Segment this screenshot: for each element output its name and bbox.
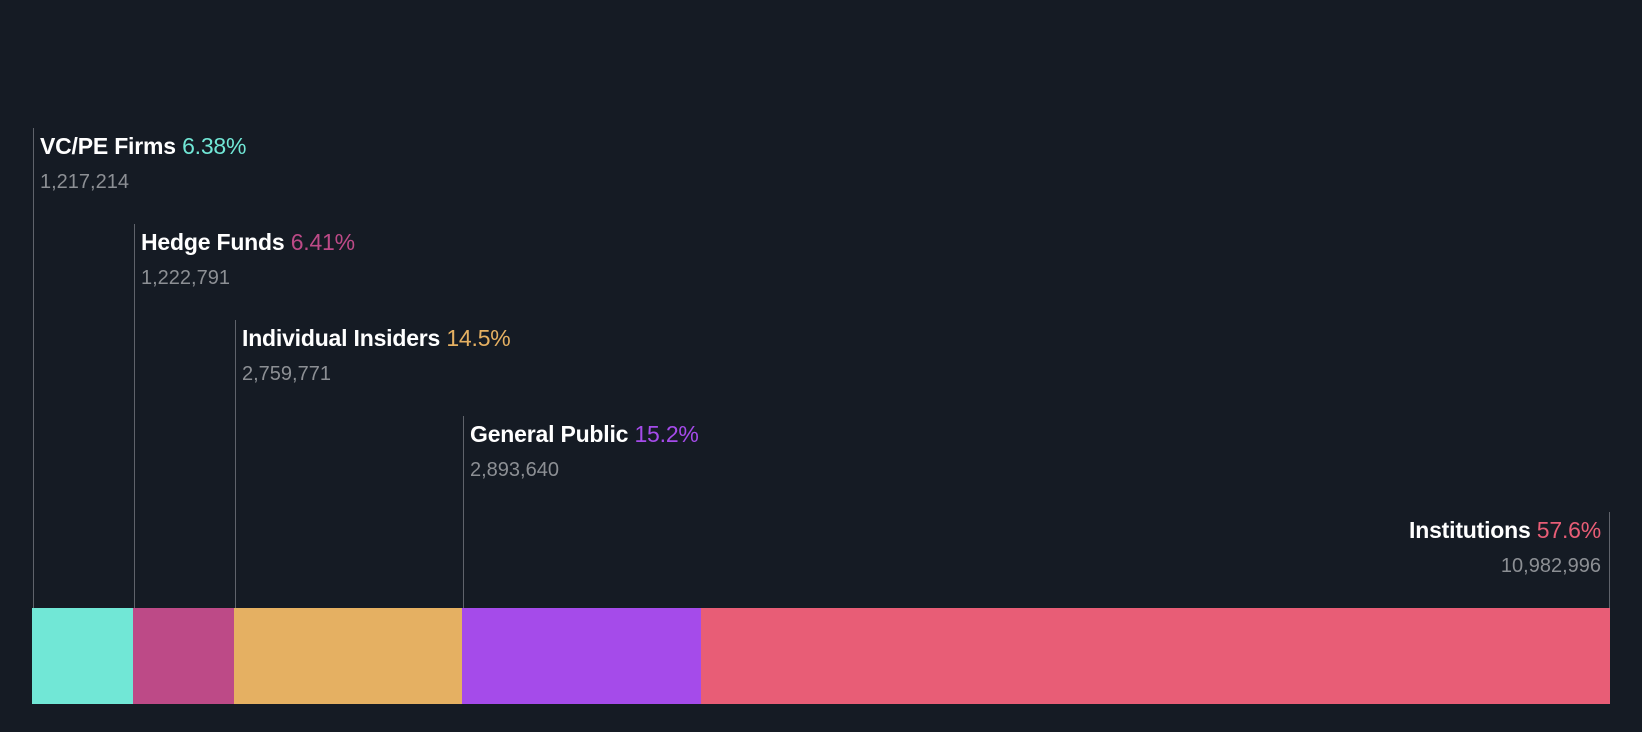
label-vcpe-firms: VC/PE Firms 6.38% 1,217,214 <box>40 132 246 194</box>
segment-name: Institutions <box>1409 517 1531 543</box>
label-general-public: General Public 15.2% 2,893,640 <box>470 420 699 482</box>
segment-title: VC/PE Firms 6.38% <box>40 132 246 160</box>
segment-shares: 2,893,640 <box>470 459 559 481</box>
segment-shares: 1,217,214 <box>40 171 129 193</box>
leader-line-individual-insiders <box>235 320 236 608</box>
segment-shares: 10,982,996 <box>1500 555 1601 577</box>
leader-line-institutions <box>1609 512 1610 608</box>
segment-title: Institutions 57.6% <box>1409 516 1601 544</box>
label-hedge-funds: Hedge Funds 6.41% 1,222,791 <box>141 228 355 290</box>
segment-name: Hedge Funds <box>141 229 285 255</box>
segment-title: General Public 15.2% <box>470 420 699 448</box>
segment-title: Individual Insiders 14.5% <box>242 324 511 352</box>
leader-line-hedge-funds <box>134 224 135 608</box>
segment-percent: 6.41% <box>290 229 355 255</box>
segment-name: VC/PE Firms <box>40 133 176 159</box>
segment-name: General Public <box>470 421 629 447</box>
bar-segment-hedge-funds[interactable] <box>133 608 234 704</box>
segment-name: Individual Insiders <box>242 325 441 351</box>
leader-line-general-public <box>463 416 464 608</box>
segment-percent: 14.5% <box>446 325 511 351</box>
bar-segment-general-public[interactable] <box>462 608 701 704</box>
segment-percent: 57.6% <box>1536 517 1601 543</box>
segment-title: Hedge Funds 6.41% <box>141 228 355 256</box>
segment-percent: 6.38% <box>182 133 247 159</box>
bar-segment-vcpe-firms[interactable] <box>32 608 133 704</box>
segment-percent: 15.2% <box>634 421 699 447</box>
label-institutions: Institutions 57.6% 10,982,996 <box>1409 516 1601 578</box>
leader-line-vcpe-firms <box>33 128 34 608</box>
segment-shares: 1,222,791 <box>141 267 230 289</box>
bar-segment-individual-insiders[interactable] <box>234 608 462 704</box>
segment-shares: 2,759,771 <box>242 363 331 385</box>
bar-segment-institutions[interactable] <box>701 608 1610 704</box>
label-individual-insiders: Individual Insiders 14.5% 2,759,771 <box>242 324 511 386</box>
